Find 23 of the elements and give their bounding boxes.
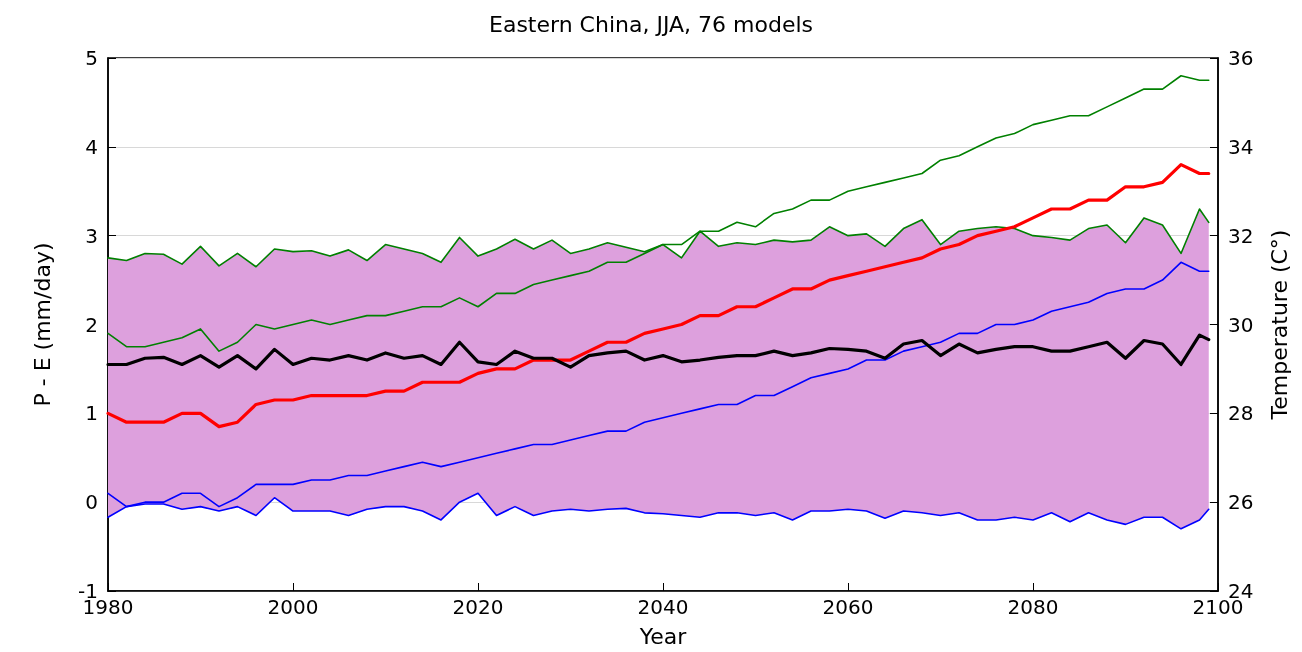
- y2-tick-label: 26: [1228, 490, 1254, 515]
- y-axis-title: P - E (mm/day): [29, 242, 55, 407]
- y2-tick-label: 34: [1228, 134, 1254, 159]
- line-series: [106, 163, 1211, 429]
- y-tick-label: 0: [85, 490, 98, 515]
- y2-axis-title: Temperature (C°): [1266, 229, 1292, 421]
- y2-tick-label: 36: [1228, 46, 1254, 70]
- y-tick-label: 5: [85, 46, 98, 70]
- y2-tick-label: 30: [1228, 312, 1254, 337]
- x-tick-label: 2060: [822, 595, 874, 619]
- y-tick-label: 2: [85, 312, 98, 337]
- x-axis-title: Year: [638, 623, 688, 649]
- x-tick-label: 2040: [637, 595, 689, 619]
- y2-tick-label: 32: [1228, 223, 1254, 248]
- y-tick-label: 3: [85, 223, 98, 248]
- y-tick-label: 1: [85, 401, 98, 426]
- chart-title: Eastern China, JJA, 76 models: [488, 11, 814, 37]
- x-tick-label: 2000: [267, 595, 319, 619]
- y-tick-label: 4: [85, 134, 98, 159]
- x-tick-label: 2080: [1007, 595, 1059, 619]
- line-series: [107, 74, 1210, 352]
- y2-tick-label: 28: [1228, 401, 1254, 426]
- x-tick-label: 2020: [452, 595, 504, 619]
